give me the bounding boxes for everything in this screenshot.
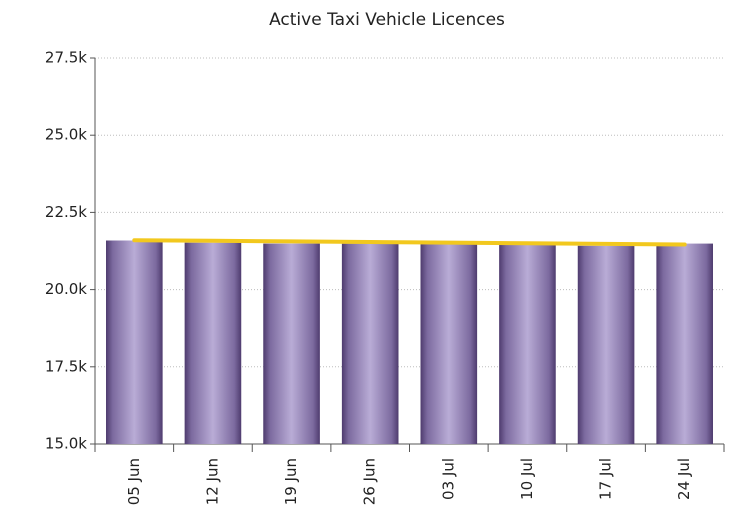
y-tick-label: 27.5k — [45, 49, 87, 67]
bar — [341, 243, 399, 444]
trend-line — [132, 238, 687, 247]
y-tick-label: 25.0k — [45, 126, 87, 144]
bar — [420, 243, 478, 444]
x-tick-label: 24 Jul — [675, 458, 693, 500]
x-tick-label: 05 Jun — [125, 458, 143, 505]
chart-title: Active Taxi Vehicle Licences — [269, 10, 505, 30]
bar — [263, 243, 320, 444]
x-tick-label: 19 Jun — [282, 458, 300, 505]
y-tick-label: 20.0k — [45, 280, 87, 298]
x-tick-label: 10 Jul — [518, 458, 536, 500]
bar — [577, 245, 635, 444]
bar — [499, 244, 556, 444]
x-tick-label: 03 Jul — [439, 458, 457, 500]
y-tick-label: 22.5k — [45, 203, 87, 221]
y-tick-label: 15.0k — [45, 435, 87, 453]
x-tick-label: 26 Jun — [361, 458, 379, 505]
y-tick-label: 17.5k — [45, 357, 87, 375]
x-tick-label: 17 Jul — [597, 458, 615, 500]
bar — [656, 243, 713, 444]
bar — [184, 242, 242, 444]
x-tick-label: 12 Jun — [203, 458, 221, 505]
bar — [106, 240, 163, 444]
